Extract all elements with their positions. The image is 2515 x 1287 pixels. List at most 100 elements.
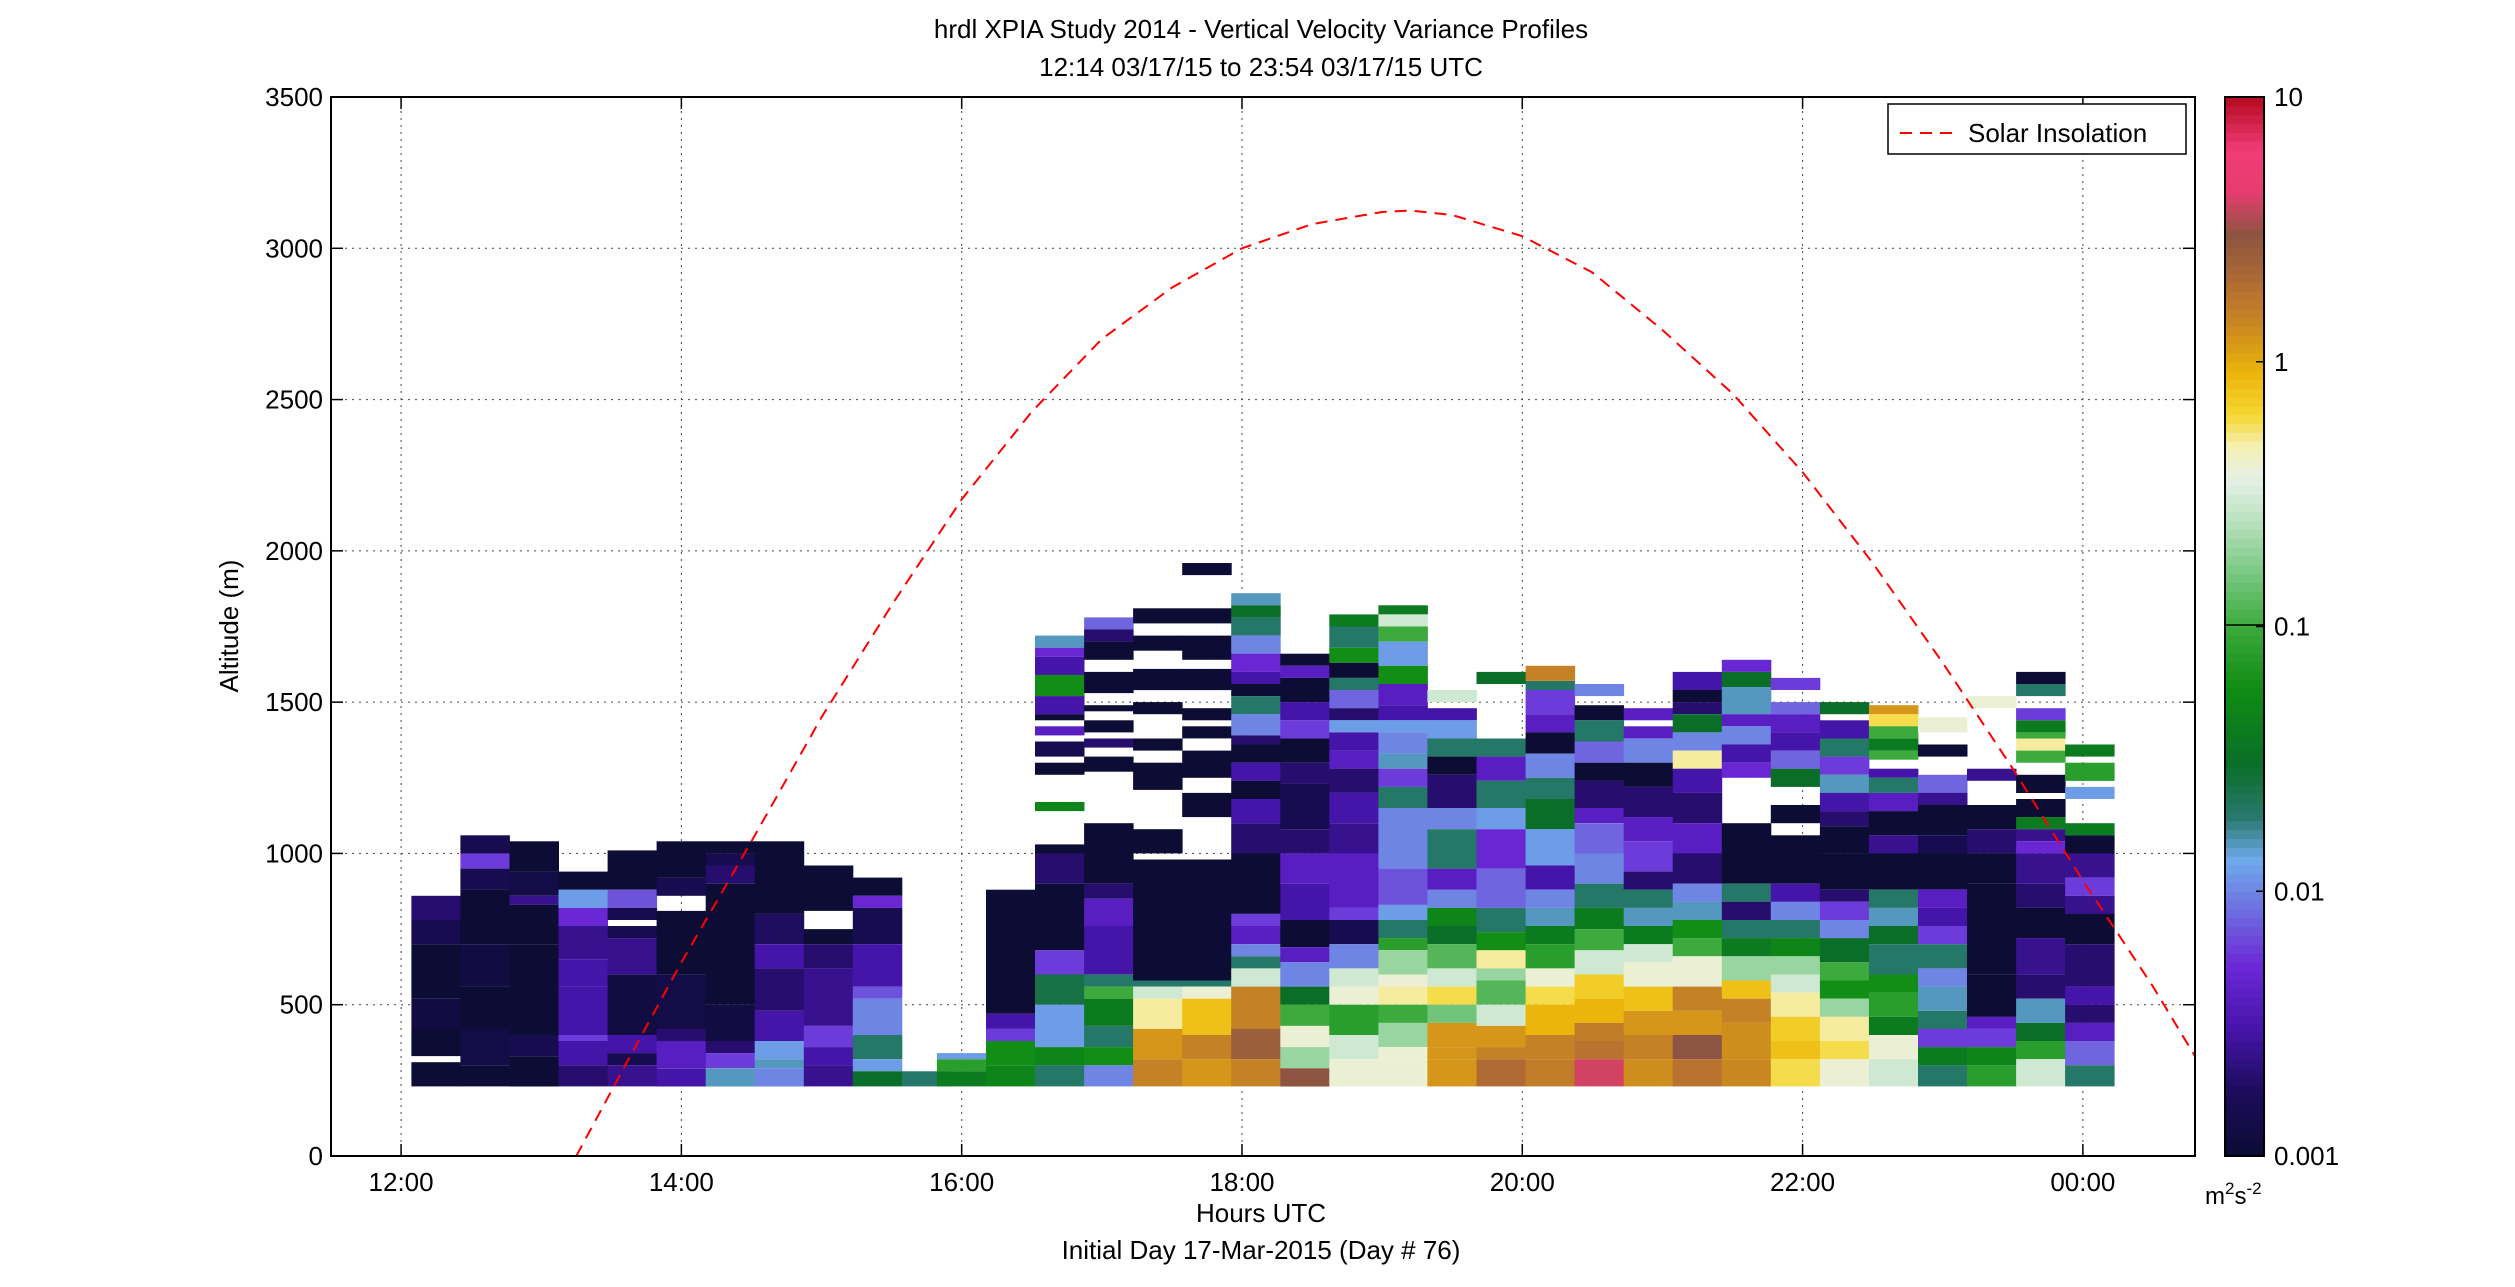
colorbar-band <box>2225 714 2264 725</box>
heatmap-cell <box>1672 714 1723 733</box>
colorbar-band <box>2225 723 2264 733</box>
heatmap-cell <box>1868 853 1919 890</box>
heatmap-cell <box>1918 986 1968 1011</box>
heatmap-cell <box>1819 1016 1870 1041</box>
colorbar-band <box>2225 397 2264 407</box>
colorbar-band <box>2225 803 2264 813</box>
heatmap-cell <box>558 1035 608 1042</box>
colorbar-band <box>2225 670 2264 681</box>
heatmap-cell <box>1672 732 1723 751</box>
heatmap-cell <box>1280 986 1330 1005</box>
heatmap-cell <box>1329 944 1379 969</box>
heatmap-cell <box>1476 1047 1526 1060</box>
heatmap-cell <box>1231 593 1281 606</box>
colorbar-band <box>2225 414 2264 425</box>
heatmap-cell <box>2016 938 2066 975</box>
heatmap-cell <box>1084 617 1134 630</box>
heatmap-cell <box>2065 786 2115 799</box>
colorbar-band <box>2225 582 2264 592</box>
colorbar-band <box>2225 450 2264 460</box>
heatmap-cell <box>1672 986 1723 1011</box>
heatmap-cell <box>1329 614 1379 627</box>
heatmap-cell <box>2016 853 2066 884</box>
heatmap-cell <box>1918 889 1968 908</box>
colorbar: 0.001 0.01 0.1 1 10 m2s-2 <box>2205 82 2339 1210</box>
colorbar-tick-label: 0.01 <box>2274 876 2325 906</box>
heatmap-cell <box>1476 950 1526 969</box>
colorbar-band <box>2225 229 2264 239</box>
chart-subtitle: 12:14 03/17/15 to 23:54 03/17/15 UTC <box>1039 52 1483 82</box>
heatmap-cell <box>936 1071 987 1087</box>
heatmap-cell <box>1182 859 1232 981</box>
heatmap-cell <box>607 1053 658 1066</box>
heatmap-cell <box>607 907 658 920</box>
heatmap-cell <box>986 889 1036 1014</box>
heatmap-cell <box>460 1065 510 1087</box>
colorbar-band <box>2225 1147 2264 1157</box>
colorbar-band <box>2225 1023 2264 1034</box>
heatmap-cell <box>1133 738 1183 751</box>
colorbar-band <box>2225 652 2264 663</box>
heatmap-cell <box>803 1065 854 1087</box>
heatmap-cell <box>1476 1059 1526 1087</box>
heatmap-cell <box>1084 738 1134 748</box>
heatmap-cell <box>1329 708 1379 721</box>
heatmap <box>411 563 2115 1087</box>
colorbar-ticks: 0.001 0.01 0.1 1 10 <box>2256 82 2339 1171</box>
heatmap-cell <box>1231 1028 1281 1060</box>
colorbar-band <box>2225 1076 2264 1086</box>
heatmap-cell <box>2065 1004 2115 1023</box>
heatmap-cell <box>1525 799 1576 830</box>
heatmap-cell <box>1721 744 1772 763</box>
heatmap-cell <box>1280 720 1330 739</box>
x-tick-label: 20:00 <box>1490 1167 1555 1197</box>
heatmap-cell <box>460 889 510 945</box>
heatmap-cell <box>1035 853 1085 884</box>
legend-box <box>1887 103 2187 155</box>
heatmap-cell <box>1329 732 1379 751</box>
colorbar-band <box>2225 149 2264 160</box>
heatmap-cell <box>1770 920 1821 939</box>
heatmap-cell <box>1329 1035 1379 1060</box>
heatmap-cell <box>1721 762 1772 778</box>
colorbar-unit-base: m <box>2205 1183 2225 1210</box>
heatmap-cell <box>1035 674 1085 697</box>
heatmap-cell <box>1182 708 1232 721</box>
heatmap-cell <box>1133 1028 1183 1060</box>
heatmap-cell <box>1868 974 1919 993</box>
heatmap-cell <box>1623 762 1674 787</box>
heatmap-cell <box>2016 907 2066 939</box>
heatmap-cell <box>754 1010 805 1042</box>
y-tick-label: 2000 <box>265 536 323 566</box>
heatmap-cell <box>1672 938 1723 957</box>
heatmap-cell <box>1918 1065 1968 1087</box>
heatmap-cell <box>607 974 658 1035</box>
heatmap-cell <box>754 841 805 914</box>
colorbar-band <box>2225 679 2264 689</box>
heatmap-cell <box>705 913 756 1005</box>
heatmap-cell <box>1721 1022 1772 1060</box>
heatmap-cell <box>1525 681 1576 691</box>
heatmap-cell <box>1819 792 1870 812</box>
colorbar-band <box>2225 1094 2264 1104</box>
solar-insolation-curve-layer <box>575 209 2196 1157</box>
colorbar-band <box>2225 900 2264 910</box>
heatmap-cell <box>1819 901 1870 920</box>
colorbar-band <box>2225 785 2264 795</box>
colorbar-band <box>2225 767 2264 778</box>
heatmap-cell <box>1819 962 1870 981</box>
heatmap-cell <box>1035 656 1085 675</box>
heatmap-cell <box>558 907 608 927</box>
heatmap-cell <box>1035 1004 1085 1048</box>
heatmap-cell <box>411 1062 461 1087</box>
heatmap-cell <box>1378 665 1428 684</box>
heatmap-cell <box>1329 662 1379 678</box>
colorbar-band <box>2225 758 2264 769</box>
heatmap-cell <box>1133 635 1183 651</box>
heatmap-cell <box>1672 1035 1723 1060</box>
legend: Solar Insolation <box>1887 103 2187 155</box>
heatmap-cell <box>2016 750 2066 763</box>
heatmap-cell <box>852 944 903 987</box>
heatmap-cell <box>1967 974 2017 1017</box>
heatmap-cell <box>1133 702 1183 715</box>
